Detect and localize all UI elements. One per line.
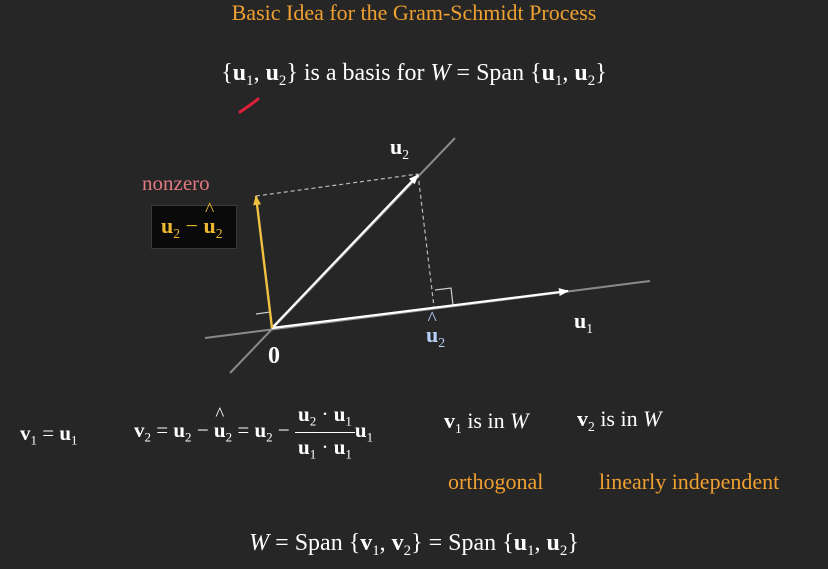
v2-in-W: v2 is in W — [577, 406, 662, 434]
u2hat-label: u2 — [426, 322, 445, 351]
u2-label: u2 — [390, 134, 410, 162]
dashed-top — [255, 173, 419, 197]
vector-u1 — [271, 288, 569, 330]
pen-stroke-mark — [238, 97, 260, 114]
page-title: Basic Idea for the Gram-Schmidt Process — [231, 0, 597, 25]
nonzero-label: nonzero — [142, 171, 210, 195]
vector-u2 — [271, 174, 419, 329]
vector-u2-minus-u2hat — [253, 195, 274, 329]
projection-fraction: u2 · u1 u1 · u1 — [295, 402, 355, 462]
u1-label: u1 — [574, 308, 594, 336]
dashed-projection — [417, 173, 435, 308]
v1-in-W: v1 is in W — [444, 408, 529, 436]
u2-minus-u2hat-box: u2 − u2 — [151, 205, 237, 249]
linearly-independent-note: linearly independent — [599, 469, 780, 494]
origin-label: 0 — [268, 343, 280, 369]
right-angle-mark-projection — [434, 287, 454, 306]
v1-definition: v1 = u1 — [20, 421, 78, 448]
span-equality: W = Span {v1, v2} = Span {u1, u2} — [249, 530, 579, 560]
orthogonal-note: orthogonal — [448, 469, 544, 494]
basis-statement: {u1, u2} is a basis for W = Span {u1, u2… — [221, 60, 607, 90]
